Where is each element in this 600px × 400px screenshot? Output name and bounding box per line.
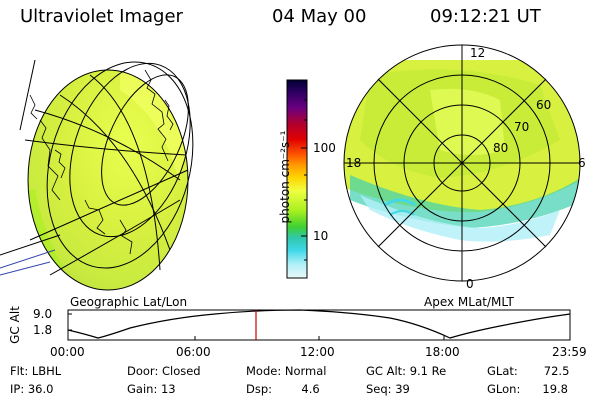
colorbar	[286, 79, 308, 279]
status-door: Door: Closed	[127, 364, 201, 378]
altitude-xtick-0: 00:00	[50, 345, 85, 359]
status-mode: Mode: Normal	[246, 364, 327, 378]
mlt-label-18: 18	[346, 156, 362, 170]
altitude-ytick-high: 9.0	[33, 307, 53, 321]
mlat-label-80: 80	[493, 141, 509, 155]
left-panel-caption: Geographic Lat/Lon	[70, 295, 188, 309]
altitude-xtick-3: 18:00	[425, 345, 460, 359]
status-glon: GLon: 19.8	[487, 382, 568, 396]
altitude-xtick-1: 06:00	[176, 345, 211, 359]
colorbar-unit-label: photon cm⁻²s⁻¹	[278, 130, 292, 224]
right-panel-caption: Apex MLat/MLT	[424, 295, 514, 309]
altitude-ytick-low: 1.8	[33, 323, 53, 337]
status-dsp: Dsp: 4.6	[246, 382, 320, 396]
mlt-label-0: 0	[466, 277, 474, 291]
colorbar-tick-10: 10	[313, 229, 329, 243]
mlt-label-6: 6	[578, 156, 586, 170]
geographic-globe-image	[28, 70, 188, 290]
mlt-label-12: 12	[470, 46, 486, 60]
polar-grid	[343, 44, 581, 282]
mlat-label-60: 60	[536, 98, 552, 112]
altitude-ylabel: GC Alt	[7, 306, 22, 344]
status-flt: Flt: LBHL	[10, 364, 62, 378]
colorbar-tick-100: 100	[313, 141, 336, 155]
status-seq: Seq: 39	[366, 382, 410, 396]
polar-image	[344, 45, 580, 281]
coastline-outlines	[29, 69, 174, 255]
date-label: 04 May 00	[272, 6, 367, 27]
instrument-title: Ultraviolet Imager	[20, 6, 183, 27]
mlat-label-70: 70	[514, 120, 530, 134]
altitude-xtick-4: 23:59	[552, 345, 587, 359]
status-gain: Gain: 13	[127, 382, 176, 396]
status-ip: IP: 36.0	[10, 382, 54, 396]
altitude-curve	[67, 309, 571, 339]
altitude-xtick-2: 12:00	[300, 345, 335, 359]
status-gc-alt: GC Alt: 9.1 Re	[366, 364, 447, 378]
time-label: 09:12:21 UT	[430, 6, 541, 27]
status-glat: GLat: 72.5	[487, 364, 570, 378]
geographic-grid	[0, 59, 194, 291]
